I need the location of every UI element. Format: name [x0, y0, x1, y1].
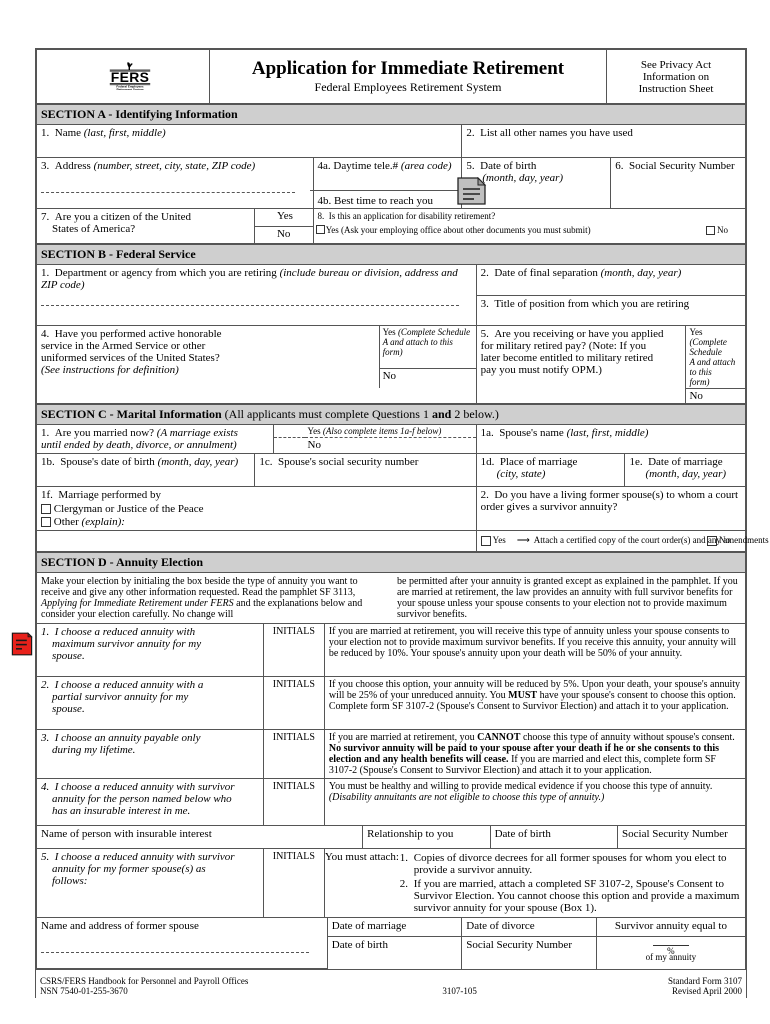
svg-text:FERS: FERS [111, 69, 150, 85]
svg-text:Retirement System: Retirement System [116, 87, 143, 90]
